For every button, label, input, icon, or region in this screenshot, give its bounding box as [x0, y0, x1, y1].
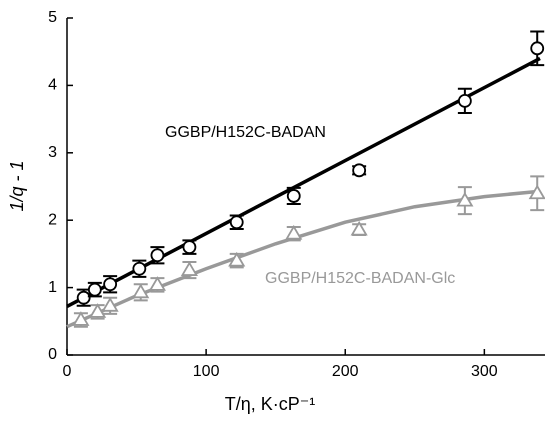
point	[101, 297, 119, 312]
point	[150, 248, 165, 263]
y-tick-label: 4	[48, 77, 57, 94]
point	[148, 276, 166, 291]
y-tick-label: 3	[48, 144, 57, 161]
x-tick-label: 200	[332, 363, 359, 380]
point	[228, 251, 246, 267]
series-label: GGBP/H152C-BADAN	[165, 124, 326, 141]
x-tick-label: 0	[63, 363, 72, 380]
point	[132, 283, 150, 299]
y-tick-label: 2	[48, 211, 57, 228]
point	[87, 282, 102, 297]
point	[132, 261, 147, 276]
y-tick-label: 5	[48, 9, 57, 26]
point	[530, 41, 545, 56]
point	[89, 303, 107, 318]
x-tick-label: 100	[193, 363, 220, 380]
x-tick-label: 300	[471, 363, 498, 380]
point	[286, 189, 301, 203]
y-axis-label: 1/q - 1	[7, 160, 27, 211]
point	[528, 184, 545, 200]
point	[457, 94, 472, 108]
y-tick-label: 1	[48, 279, 57, 296]
point	[350, 220, 368, 236]
point	[352, 163, 367, 178]
series-label: GGBP/H152C-BADAN-Glc	[265, 270, 455, 287]
point	[229, 215, 244, 230]
point	[456, 191, 474, 207]
point	[76, 290, 91, 305]
x-axis-label: T/η, K·cP⁻¹	[225, 394, 316, 414]
point	[103, 277, 118, 292]
point	[182, 240, 197, 255]
point	[72, 311, 90, 326]
point	[180, 261, 198, 276]
fit-line	[66, 189, 541, 329]
point	[285, 224, 303, 240]
y-tick-label: 0	[48, 346, 57, 363]
